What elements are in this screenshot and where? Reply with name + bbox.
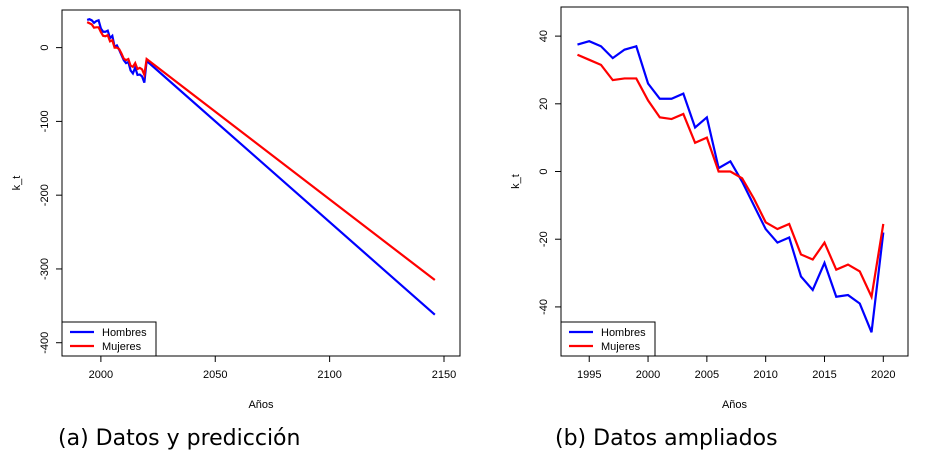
y-tick-label: -200 [39,184,51,206]
legend-box [560,321,656,357]
legend-label: Mujeres [601,341,641,353]
x-tick-label: 2015 [812,369,836,381]
caption: (b) Datos ampliados [555,426,778,451]
y-axis-label: k_t [11,176,23,191]
plot-frame [61,9,461,357]
x-tick-label: 2005 [695,369,719,381]
plot-frame [560,6,909,357]
x-tick-label: 2050 [203,369,227,381]
x-tick-label: 2000 [636,369,660,381]
legend-box [61,321,157,357]
x-tick-label: 2020 [871,369,895,381]
y-tick-label: -400 [39,332,51,354]
x-tick-label: 1995 [577,369,601,381]
legend-label: Mujeres [102,341,142,353]
x-tick-label: 2010 [753,369,777,381]
series-line [86,21,436,281]
series-line [577,53,885,301]
x-tick-label: 2000 [89,369,113,381]
x-axis-label: Años [722,399,748,411]
series-line [86,18,436,316]
y-tick-label: -20 [538,231,550,247]
y-tick-label: 0 [538,168,550,174]
y-tick-label: -100 [39,110,51,132]
y-tick-label: 0 [39,45,51,51]
x-tick-label: 2150 [432,369,456,381]
y-axis-label: k_t [510,174,522,189]
legend-label: Hombres [601,327,646,339]
caption: (a) Datos y predicción [58,426,300,451]
legend-label: Hombres [102,327,147,339]
x-axis-label: Años [248,399,274,411]
y-tick-label: -40 [538,299,550,315]
y-tick-label: 40 [538,30,550,42]
series-line [577,40,885,333]
x-tick-label: 2100 [317,369,341,381]
y-tick-label: -300 [39,258,51,280]
y-tick-label: 20 [538,98,550,110]
